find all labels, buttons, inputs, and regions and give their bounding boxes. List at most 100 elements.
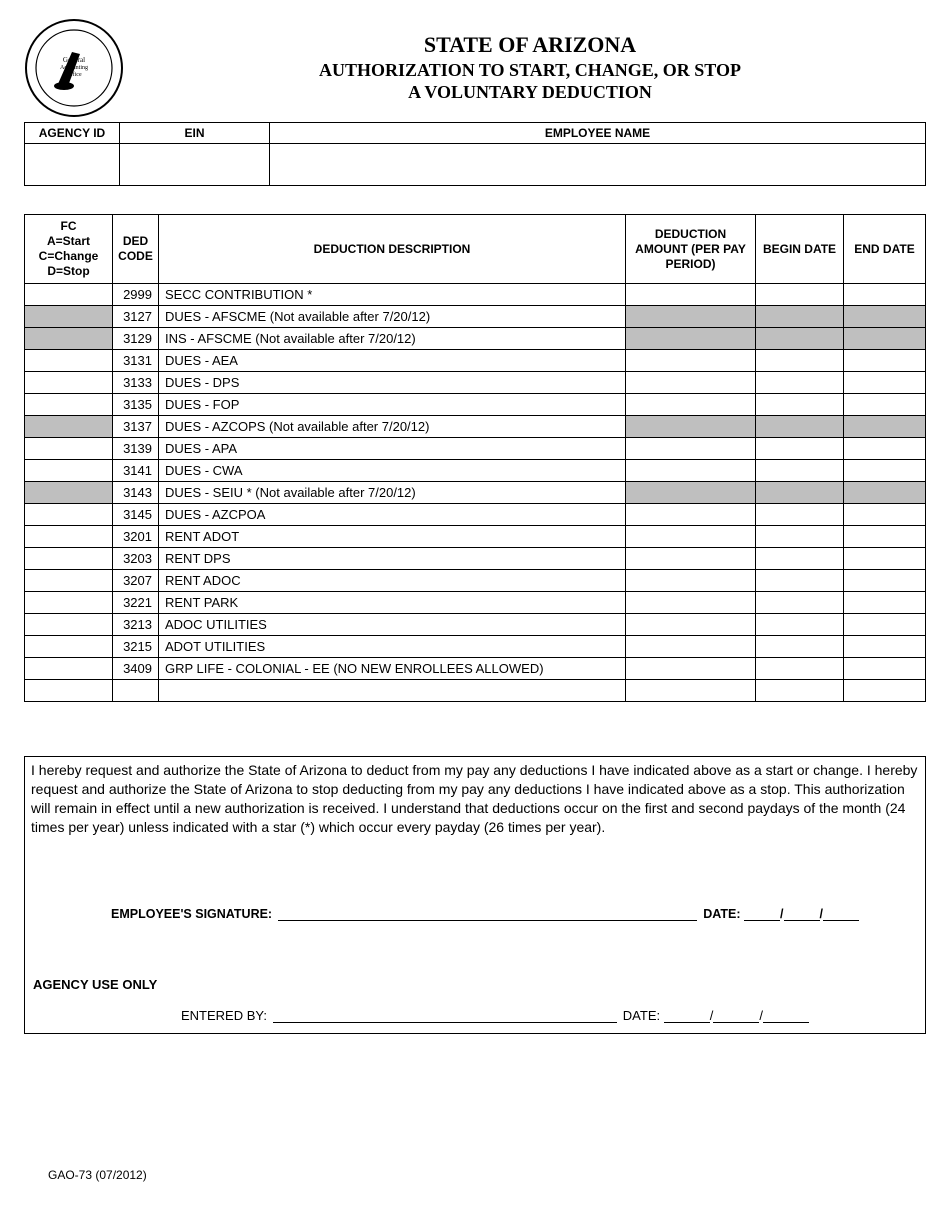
end-date-input[interactable] [844,636,926,658]
amount-input[interactable] [626,284,756,306]
end-date-input[interactable] [844,416,926,438]
fc-input[interactable] [25,460,113,482]
begin-date-input[interactable] [756,306,844,328]
begin-date-input[interactable] [756,460,844,482]
entered-by-line[interactable] [273,1009,617,1023]
amount-input[interactable] [626,438,756,460]
fc-input[interactable] [25,394,113,416]
begin-date-input[interactable] [756,680,844,702]
end-date-input[interactable] [844,548,926,570]
fc-input[interactable] [25,306,113,328]
amount-input[interactable] [626,504,756,526]
fc-input[interactable] [25,416,113,438]
table-row: 3409GRP LIFE - COLONIAL - EE (NO NEW ENR… [25,658,926,680]
signature-row: EMPLOYEE'S SIGNATURE: DATE: // [31,907,919,921]
amount-input[interactable] [626,350,756,372]
amount-input[interactable] [626,592,756,614]
begin-date-input[interactable] [756,438,844,460]
end-date-input[interactable] [844,570,926,592]
end-date-input[interactable] [844,482,926,504]
amount-input[interactable] [626,482,756,504]
amount-input[interactable] [626,394,756,416]
fc-input[interactable] [25,504,113,526]
begin-date-input[interactable] [756,328,844,350]
table-row: 3145DUES - AZCPOA [25,504,926,526]
employee-signature-line[interactable] [278,907,697,921]
begin-date-input[interactable] [756,658,844,680]
end-date-input[interactable] [844,438,926,460]
end-date-input[interactable] [844,372,926,394]
end-date-input[interactable] [844,504,926,526]
end-date-input[interactable] [844,284,926,306]
ded-code: 3203 [113,548,159,570]
sig-date-mm[interactable] [744,907,780,921]
ded-code: 3133 [113,372,159,394]
end-date-input[interactable] [844,394,926,416]
begin-date-input[interactable] [756,482,844,504]
end-date-input[interactable] [844,526,926,548]
entered-date-dd[interactable] [713,1009,759,1023]
amount-input[interactable] [626,614,756,636]
end-date-input[interactable] [844,680,926,702]
amount-input[interactable] [626,328,756,350]
fc-input[interactable] [25,438,113,460]
begin-date-input[interactable] [756,614,844,636]
amount-input[interactable] [626,306,756,328]
employee-name-input[interactable] [270,144,926,186]
begin-date-input[interactable] [756,548,844,570]
end-date-input[interactable] [844,592,926,614]
entered-date-mm[interactable] [664,1009,710,1023]
begin-date-input[interactable] [756,284,844,306]
fc-input[interactable] [25,526,113,548]
begin-date-input[interactable] [756,416,844,438]
begin-date-input[interactable] [756,526,844,548]
fc-input[interactable] [25,482,113,504]
amount-input[interactable] [626,658,756,680]
agency-id-input[interactable] [25,144,120,186]
fc-input[interactable] [25,680,113,702]
fc-input[interactable] [25,284,113,306]
amount-input[interactable] [626,460,756,482]
end-date-input[interactable] [844,328,926,350]
fc-input[interactable] [25,614,113,636]
ded-code: 3135 [113,394,159,416]
ded-description: DUES - APA [159,438,626,460]
fc-input[interactable] [25,372,113,394]
amount-input[interactable] [626,526,756,548]
entered-date-yy[interactable] [763,1009,809,1023]
amount-input[interactable] [626,570,756,592]
begin-date-input[interactable] [756,350,844,372]
ded-description: DUES - AZCOPS (Not available after 7/20/… [159,416,626,438]
amount-input[interactable] [626,636,756,658]
begin-date-input[interactable] [756,570,844,592]
amount-input[interactable] [626,372,756,394]
end-date-input[interactable] [844,306,926,328]
end-date-input[interactable] [844,658,926,680]
ein-input[interactable] [120,144,270,186]
begin-date-input[interactable] [756,636,844,658]
fc-input[interactable] [25,570,113,592]
ded-description: DUES - SEIU * (Not available after 7/20/… [159,482,626,504]
fc-input[interactable] [25,636,113,658]
begin-date-input[interactable] [756,372,844,394]
fc-input[interactable] [25,592,113,614]
fc-input[interactable] [25,350,113,372]
begin-date-input[interactable] [756,394,844,416]
ded-description: INS - AFSCME (Not available after 7/20/1… [159,328,626,350]
ded-code: 3139 [113,438,159,460]
begin-date-input[interactable] [756,592,844,614]
ded-code: 3201 [113,526,159,548]
fc-input[interactable] [25,548,113,570]
amount-input[interactable] [626,680,756,702]
sig-date-yy[interactable] [823,907,859,921]
begin-date-input[interactable] [756,504,844,526]
authorization-text: I hereby request and authorize the State… [31,761,919,837]
end-date-input[interactable] [844,614,926,636]
sig-date-dd[interactable] [784,907,820,921]
end-date-input[interactable] [844,350,926,372]
amount-input[interactable] [626,548,756,570]
end-date-input[interactable] [844,460,926,482]
amount-input[interactable] [626,416,756,438]
fc-input[interactable] [25,658,113,680]
fc-input[interactable] [25,328,113,350]
